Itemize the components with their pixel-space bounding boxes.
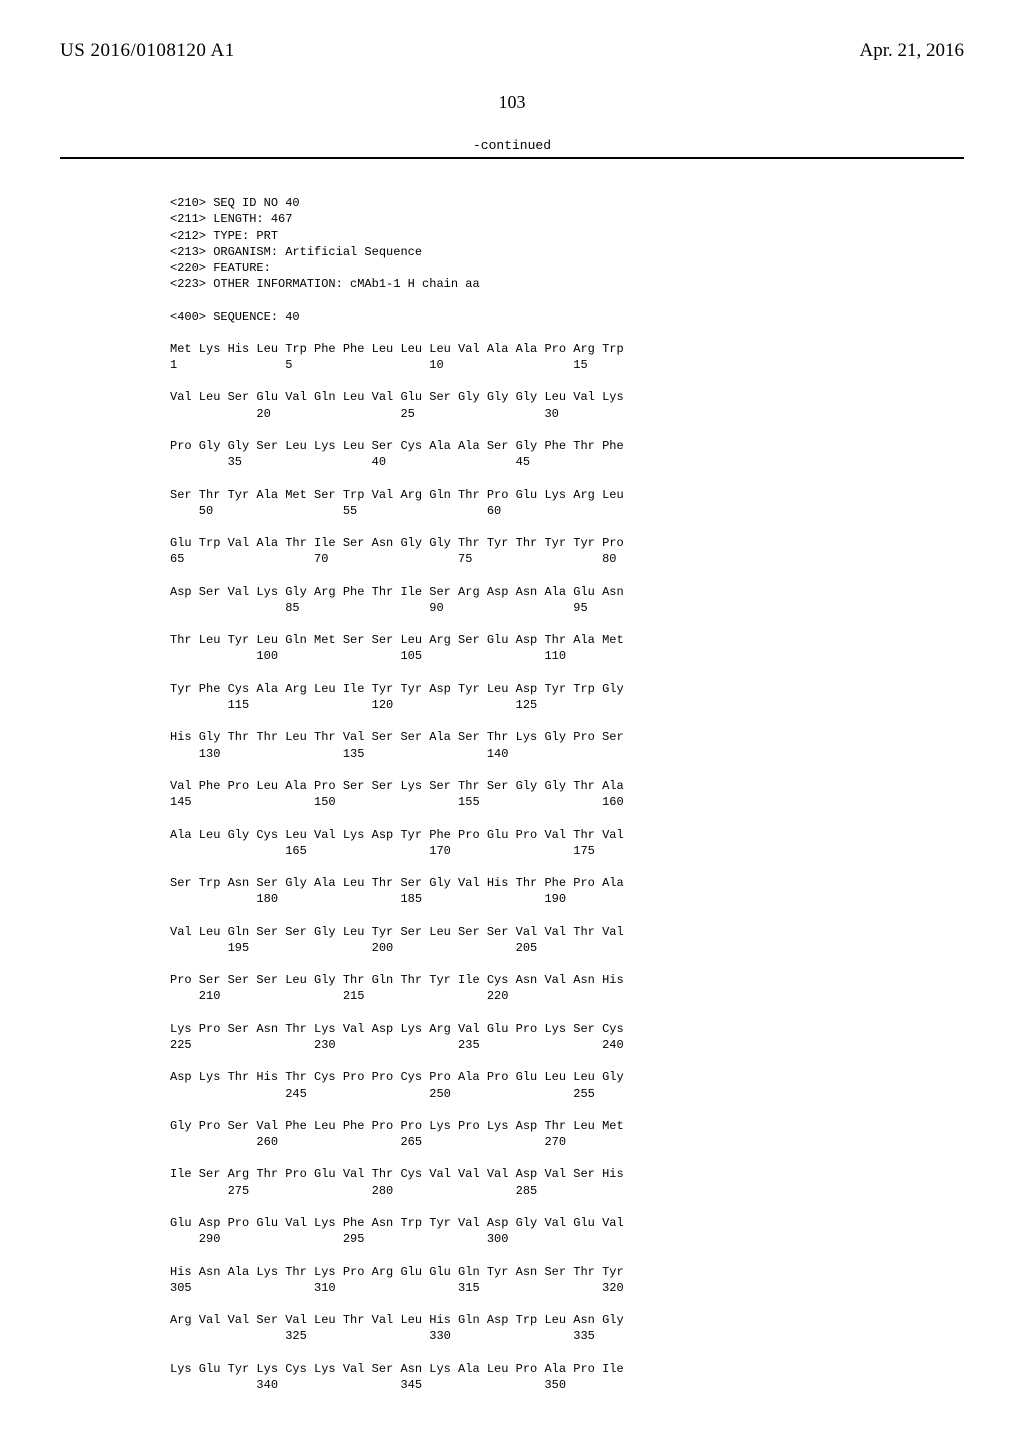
publication-date: Apr. 21, 2016 [860, 40, 965, 62]
page-number: 103 [60, 92, 964, 113]
publication-number: US 2016/0108120 A1 [60, 40, 235, 62]
continued-label: -continued [60, 138, 964, 153]
header-row: US 2016/0108120 A1 Apr. 21, 2016 [60, 40, 964, 62]
horizontal-rule [60, 157, 964, 159]
sequence-listing: <210> SEQ ID NO 40 <211> LENGTH: 467 <21… [170, 179, 964, 1409]
